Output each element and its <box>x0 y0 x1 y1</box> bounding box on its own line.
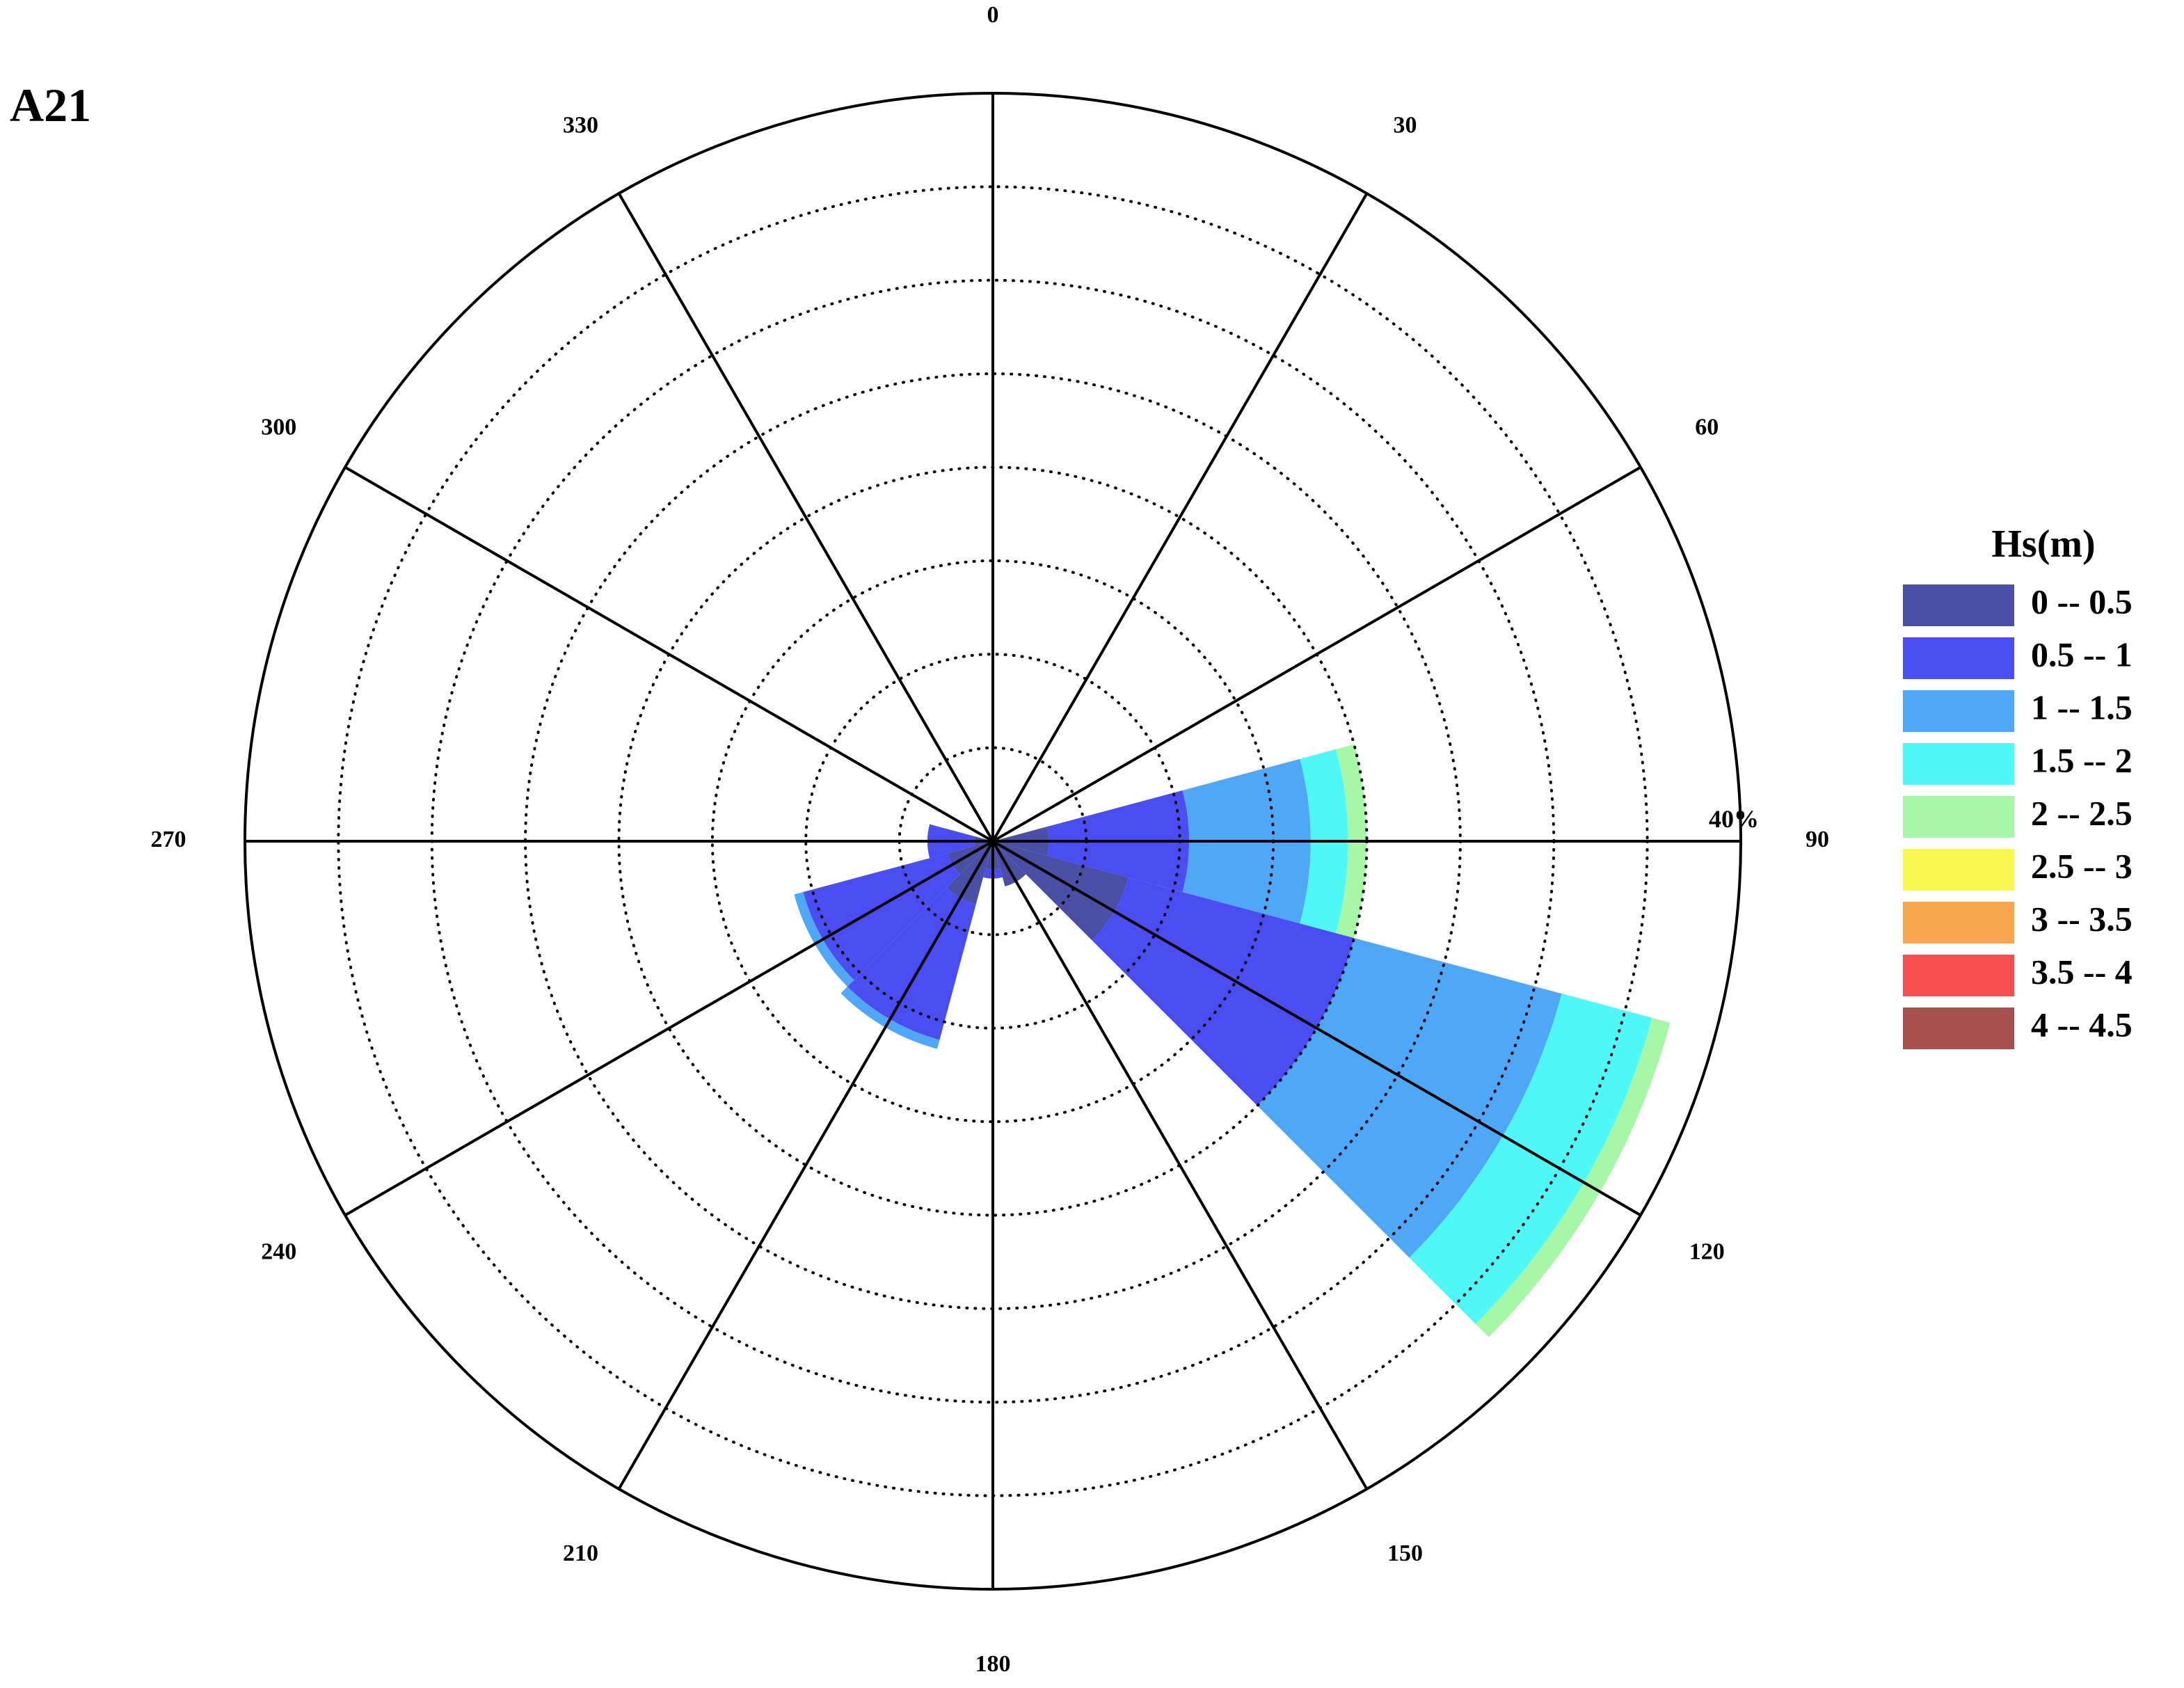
sector-120-bin-1 <box>993 841 1129 941</box>
angle-label-180: 180 <box>975 1651 1011 1677</box>
legend-swatch-7 <box>1903 902 2014 943</box>
angle-label-120: 120 <box>1689 1239 1725 1264</box>
legend-label-1: 0 -- 0.5 <box>2031 582 2133 621</box>
sector-240-bin-2 <box>803 853 960 980</box>
legend-label-5: 2 -- 2.5 <box>2031 793 2133 832</box>
sector-120-bin-5 <box>1475 1017 1671 1337</box>
sector-120-bin-3 <box>1257 938 1562 1258</box>
legend-label-3: 1 -- 1.5 <box>2031 687 2133 726</box>
angle-label-210: 210 <box>563 1540 598 1566</box>
legend-swatch-5 <box>1903 796 2014 838</box>
plot-label: A21 <box>10 79 92 132</box>
angle-label-270: 270 <box>151 827 186 852</box>
legend-swatch-6 <box>1903 849 2014 891</box>
legend-swatch-9 <box>1903 1008 2014 1049</box>
legend-label-2: 0.5 -- 1 <box>2031 635 2133 674</box>
direction-spokes <box>245 93 1741 1589</box>
sector-bars <box>794 744 1671 1337</box>
sector-240-bin-3 <box>794 892 854 987</box>
legend-swatch-8 <box>1903 955 2014 996</box>
legend-label-7: 3 -- 3.5 <box>2031 899 2133 938</box>
legend-swatch-1 <box>1903 584 2014 626</box>
radial-max-label: 40% <box>1709 805 1759 833</box>
legend-label-4: 1.5 -- 2 <box>2031 740 2133 779</box>
legend-swatch-4 <box>1903 743 2014 785</box>
legend-items: 0 -- 0.5 0.5 -- 1 1 -- 1.5 1.5 -- 2 2 -- 2.5… <box>1903 582 2133 1049</box>
sector-150-bin-1 <box>993 841 1026 886</box>
legend: Hs(m) 0 -- 0.5 0.5 -- 1 1 -- 1.5 1.5 -- 2 2 … <box>1903 523 2133 1049</box>
angle-tick-labels: 0 30 60 90 120 150 180 210 240 270 300 330 <box>151 2 1830 1677</box>
angle-label-300: 300 <box>261 414 296 440</box>
legend-label-8: 3.5 -- 4 <box>2031 952 2133 991</box>
legend-label-9: 4 -- 4.5 <box>2031 1005 2133 1044</box>
sector-210-bin-1 <box>946 841 993 905</box>
angle-label-0: 0 <box>987 2 999 28</box>
legend-title: Hs(m) <box>1991 523 2095 566</box>
sector-120-bin-4 <box>1409 994 1652 1324</box>
angle-label-30: 30 <box>1394 113 1417 138</box>
angle-label-240: 240 <box>261 1239 296 1264</box>
sector-120-bin-2 <box>1092 877 1355 1106</box>
angle-label-60: 60 <box>1695 414 1719 440</box>
outer-ring <box>244 92 1742 1591</box>
angle-label-330: 330 <box>563 113 598 138</box>
sector-240-bin-1 <box>948 841 993 875</box>
legend-label-6: 2.5 -- 3 <box>2031 846 2133 885</box>
sector-210-bin-3 <box>840 987 940 1049</box>
angle-label-150: 150 <box>1387 1540 1423 1566</box>
spoke-150 <box>617 193 1369 1490</box>
legend-swatch-3 <box>1903 690 2014 732</box>
angle-label-90: 90 <box>1806 827 1829 852</box>
legend-swatch-2 <box>1903 637 2014 679</box>
